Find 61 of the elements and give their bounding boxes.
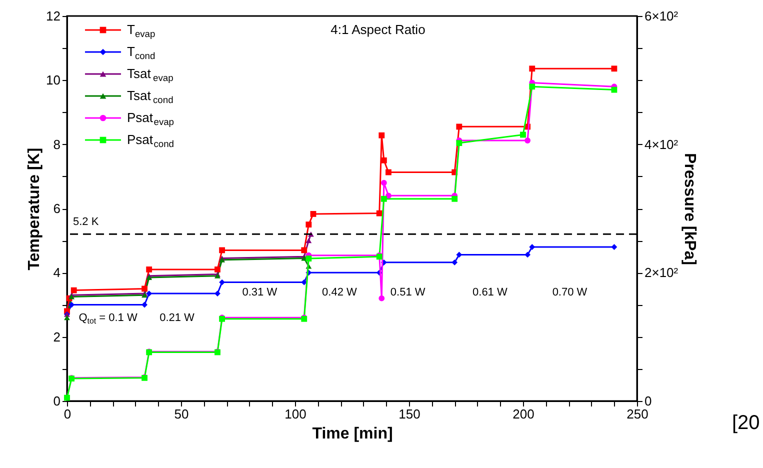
y-tick-label: 12: [46, 8, 60, 24]
point: [611, 66, 618, 72]
point: [70, 287, 77, 294]
point: [520, 132, 526, 138]
y-axis-title: Temperature [K]: [26, 148, 44, 270]
y2-axis-title: Pressure [kPa]: [681, 152, 698, 266]
point: [456, 140, 462, 146]
x-tick-label: 50: [174, 406, 189, 422]
text: [20: [732, 412, 760, 434]
annotation: 0.21 W: [160, 312, 196, 324]
y-tick-label: 0: [53, 394, 60, 408]
point: [380, 196, 387, 202]
y2-tick-label: 6×10²: [644, 8, 679, 24]
y2-tick-label: 2×10²: [644, 265, 679, 280]
point: [219, 247, 225, 254]
point: [452, 259, 458, 266]
point: [380, 180, 387, 186]
point: [529, 84, 536, 90]
annotation: 0.61 W: [472, 286, 508, 298]
annotation: 0.42 W: [322, 286, 358, 298]
point: [142, 302, 148, 308]
y2-tick-label: 4×10²: [644, 136, 679, 152]
y-tick-label: 2: [53, 329, 60, 344]
point: [378, 132, 385, 138]
y-tick-label: 10: [46, 72, 60, 88]
y-tick-label: 6: [53, 201, 60, 216]
point: [376, 210, 382, 216]
annotation: 0.31 W: [242, 286, 278, 298]
point: [524, 252, 531, 258]
x-tick-label: 150: [398, 406, 420, 422]
x-axis-title: Time [min]: [312, 426, 393, 442]
point: [310, 210, 316, 217]
point: [386, 192, 392, 199]
x-tick-label: 100: [284, 406, 306, 422]
point: [529, 66, 536, 72]
point: [142, 286, 148, 292]
point: [306, 256, 312, 262]
point: [611, 86, 618, 93]
point: [611, 244, 618, 250]
point: [524, 138, 531, 144]
point: [378, 295, 385, 302]
point: [146, 266, 152, 272]
x-tick-label: 0: [64, 406, 72, 422]
x-tick-label: 200: [512, 406, 534, 422]
ref-line-label: 5.2 K: [73, 216, 100, 228]
point: [64, 315, 70, 320]
point: [306, 238, 312, 244]
annotation: 4:1 Aspect Ratio: [330, 22, 426, 37]
point: [456, 124, 462, 130]
point: [301, 247, 308, 254]
point: [386, 169, 392, 176]
y2-tick-label: 0: [644, 394, 652, 408]
x-tick-label: 250: [626, 406, 648, 422]
annotation: 0.51 W: [390, 286, 426, 298]
point: [452, 196, 458, 202]
y-tick-label: 8: [53, 136, 60, 152]
point: [306, 222, 312, 228]
point: [214, 266, 220, 272]
point: [219, 279, 225, 286]
annotation: 0.70 W: [552, 286, 588, 298]
y-tick-label: 4: [53, 265, 60, 280]
